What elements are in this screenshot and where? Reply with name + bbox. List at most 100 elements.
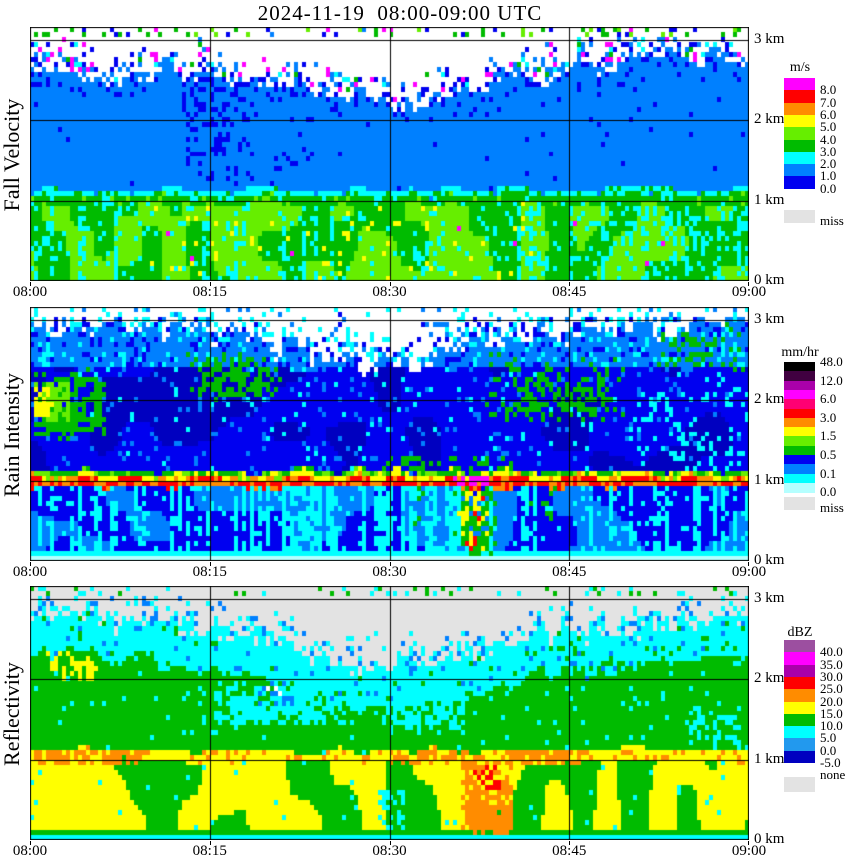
legend-value-label: -5.0 (820, 755, 841, 770)
legend-color-box (784, 676, 815, 690)
legend-color-box (784, 164, 815, 177)
height-label: 1 km (754, 191, 785, 208)
height-label: 0 km (754, 552, 785, 568)
legend-value-label: 35.0 (820, 656, 843, 672)
legend-value-label: 30.0 (820, 668, 843, 684)
legend-value-label: 15.0 (820, 705, 843, 721)
x-tick-mark (210, 562, 211, 566)
x-tick-label: 08:30 (372, 564, 407, 580)
legend-value-label: 0.0 (820, 180, 837, 196)
legend-color-box (784, 640, 815, 653)
x-tick-label: 08:00 (12, 284, 48, 300)
ylabel-fall-velocity: Fall Velocity (0, 98, 24, 212)
height-label: 1 km (754, 750, 785, 767)
legend-color-box (784, 713, 815, 727)
x-tick-label: 09:00 (731, 284, 767, 300)
x-tick-mark (210, 841, 211, 845)
x-tick-label: 08:30 (372, 284, 407, 300)
legend-color-box (784, 436, 815, 447)
legend-color-box (784, 427, 815, 437)
legend-missing-label: miss (820, 500, 844, 515)
legend-missing-box (784, 777, 815, 792)
legend-color-box (784, 127, 815, 140)
legend-value-label: 1.0 (820, 168, 837, 184)
legend-value-label: 2.0 (820, 156, 837, 172)
legend-value-label: 0.0 (820, 742, 837, 758)
x-tick-mark (30, 841, 31, 845)
legend-color-box (784, 750, 815, 764)
x-tick-label: 09:00 (731, 564, 767, 580)
x-tick-mark (748, 562, 749, 566)
x-tick-label: 09:00 (731, 843, 767, 859)
height-label: 1 km (754, 471, 785, 488)
legend-color-box (784, 689, 815, 702)
legend-color-box (784, 664, 815, 678)
ylabel-rain-intensity: Rain Intensity (0, 372, 24, 498)
legend-value-label: 0.1 (820, 465, 837, 481)
legend-value-label: 48.0 (820, 354, 843, 369)
legend-value-label: 12.0 (820, 372, 843, 388)
legend-value-label: 0.0 (820, 484, 837, 500)
x-tick-mark (569, 562, 570, 566)
legend-color-box (784, 151, 815, 165)
legend-color-box (784, 380, 815, 391)
x-tick-label: 08:45 (552, 284, 587, 300)
legend-value-label: 3.0 (820, 143, 837, 159)
legend-missing-box (784, 497, 815, 510)
legend-value-label: 25.0 (820, 681, 843, 697)
legend-value-label: 5.0 (820, 730, 837, 746)
legend-value-label: 6.0 (820, 391, 837, 407)
rain-intensity-heatmap (30, 307, 749, 561)
x-tick-mark (569, 841, 570, 845)
legend-value-label: 1.5 (820, 428, 837, 444)
height-label: 2 km (754, 111, 785, 128)
legend-color-box (784, 399, 815, 409)
legend-color-box (784, 701, 815, 715)
chart-title: 2024-11-19 08:00-09:00 UTC (257, 1, 543, 25)
x-tick-label: 08:45 (552, 843, 587, 859)
x-tick-mark (390, 562, 391, 566)
height-label: 3 km (754, 310, 785, 327)
legend-color-box (784, 455, 815, 465)
legend-title-fall-velocity: m/s (789, 60, 811, 75)
legend-color-box (784, 652, 815, 666)
legend-value-label: 3.0 (820, 409, 837, 425)
x-tick-mark (210, 282, 211, 286)
legend-color-box (784, 90, 815, 104)
legend-color-box (784, 738, 815, 752)
legend-color-box (784, 464, 815, 475)
legend-value-label: 20.0 (820, 693, 843, 709)
x-tick-mark (30, 282, 31, 286)
legend-title-reflectivity: dBZ (787, 625, 813, 640)
legend-color-box (784, 445, 815, 456)
x-tick-mark (569, 282, 570, 286)
legend-color-box (784, 408, 815, 419)
legend-value-label: 0.5 (820, 447, 837, 462)
x-tick-mark (30, 562, 31, 566)
legend-missing-label: miss (820, 213, 844, 228)
legend-value-label: 8.0 (820, 82, 837, 98)
legend-value-label: 40.0 (820, 644, 843, 660)
legend-color-box (784, 482, 815, 493)
legend-value-label: 6.0 (820, 106, 837, 122)
legend-value-label: 4.0 (820, 131, 837, 147)
legend-color-box (784, 78, 815, 91)
height-label: 0 km (754, 272, 785, 288)
legend-color-box (784, 362, 815, 372)
legend-color-box (784, 726, 815, 739)
legend-color-box (784, 371, 815, 382)
height-label: 2 km (754, 391, 785, 408)
height-label: 2 km (754, 670, 785, 687)
legend-color-box (784, 139, 815, 153)
fall-velocity-heatmap (30, 27, 749, 281)
reflectivity-heatmap (30, 586, 749, 840)
x-tick-label: 08:45 (552, 564, 587, 580)
x-tick-label: 08:30 (372, 843, 407, 859)
legend-color-box (784, 102, 815, 116)
legend-title-rain-intensity: mm/hr (781, 345, 819, 360)
legend-color-box (784, 417, 815, 428)
legend-value-label: 5.0 (820, 119, 837, 135)
legend-color-box (784, 473, 815, 484)
legend-color-box (784, 114, 815, 128)
